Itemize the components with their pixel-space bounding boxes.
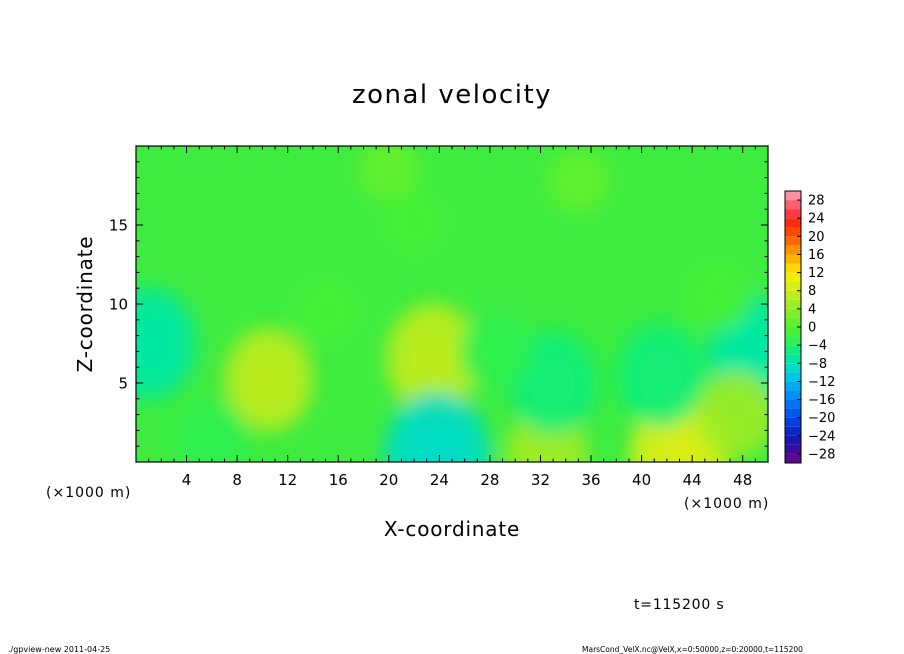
x-unit-right: (×1000 m) (684, 496, 769, 512)
y-tick-label: 10 (109, 296, 128, 314)
colorbar-tick-label: 20 (808, 230, 825, 245)
y-axis: 5 10 15 (109, 161, 768, 447)
colorbar-tick-label: −4 (808, 339, 827, 354)
field-min-10 (292, 277, 359, 347)
y-axis-label: Z-coordinate (73, 236, 97, 373)
field-max-14 (356, 146, 421, 202)
colorbar-tick-label: −16 (808, 393, 835, 408)
colorbar-swatch (785, 236, 801, 246)
colorbar-swatch (785, 372, 801, 382)
colorbar-tick-label: 24 (808, 212, 825, 227)
plot-area (135, 145, 769, 463)
x-tick-label: 28 (480, 471, 499, 489)
colorbar-swatch (785, 408, 801, 418)
colorbar-swatch (785, 399, 801, 409)
colorbar-swatch (785, 444, 801, 454)
colorbar-swatch (785, 435, 801, 445)
colorbar-swatch (785, 191, 801, 201)
x-tick-label: 32 (531, 471, 550, 489)
field-max-13 (697, 371, 768, 458)
colorbar-swatch (785, 317, 801, 327)
colorbar-tick-label: 8 (808, 284, 816, 299)
colorbar-swatch (785, 290, 801, 300)
field-core-3 (525, 431, 568, 462)
colorbar-swatch (785, 209, 801, 219)
field-min-11 (175, 399, 248, 462)
x-tick-label: 20 (379, 471, 398, 489)
colorbar-tick-label: −12 (808, 375, 835, 390)
colorbar-swatch (785, 363, 801, 373)
colorbar-swatch (785, 227, 801, 237)
field-core-7 (530, 357, 576, 409)
colorbar-swatch (785, 308, 801, 318)
colorbar-tick-label: −20 (808, 411, 835, 426)
field-min-16 (382, 189, 447, 254)
x-tick-label: 8 (232, 471, 242, 489)
field-core-5 (136, 315, 173, 372)
colorbar-tick-label: −24 (808, 429, 835, 444)
colorbar-tick-label: −8 (808, 357, 827, 372)
field-min-9 (460, 312, 533, 390)
colorbar-swatch (785, 200, 801, 210)
colorbar-swatch (785, 281, 801, 291)
colorbar-swatch (785, 381, 801, 391)
colorbar-swatch (785, 245, 801, 255)
colorbar-swatch (785, 254, 801, 264)
colorbar-swatch (785, 263, 801, 273)
field-core-0 (409, 331, 457, 388)
colorbar-swatch (785, 327, 801, 337)
colorbar-swatch (785, 390, 801, 400)
colorbar-tick-label: 12 (808, 266, 825, 281)
colorbar-swatch (785, 218, 801, 228)
field-core-1 (246, 353, 291, 406)
time-label: t=115200 s (634, 597, 724, 613)
field-min-12 (684, 261, 751, 331)
y-tick-label: 5 (118, 375, 128, 393)
colorbar-swatch (785, 417, 801, 427)
field-core-6 (731, 323, 768, 380)
colorbar-tick-label: −28 (808, 447, 835, 462)
x-tick-label: 16 (329, 471, 348, 489)
colorbar-tick-label: 28 (808, 194, 825, 209)
colorbar-swatch (785, 336, 801, 346)
x-tick-label: 36 (581, 471, 600, 489)
field-core-2 (654, 426, 705, 462)
colorbar-swatch (785, 345, 801, 355)
chart-title: zonal velocity (352, 80, 552, 110)
x-tick-label: 48 (733, 471, 752, 489)
colorbar-tick-label: 4 (808, 302, 816, 317)
x-tick-label: 40 (632, 471, 651, 489)
footer-left: ./gpview-new 2011-04-25 (8, 645, 110, 654)
x-tick-label: 4 (182, 471, 192, 489)
y-tick-label: 15 (109, 217, 128, 235)
field-core-8 (638, 349, 683, 402)
field-core-4 (410, 424, 464, 462)
colorbar-swatch (785, 299, 801, 309)
x-tick-label: 12 (278, 471, 297, 489)
field-max-15 (546, 148, 611, 213)
footer-right: MarsCond_VelX.nc@VelX,x=0:50000,z=0:2000… (582, 645, 803, 654)
colorbar-tick-label: 0 (808, 321, 816, 336)
colorbar-swatch (785, 354, 801, 364)
colorbar-swatch (785, 426, 801, 436)
x-tick-label: 24 (430, 471, 449, 489)
colorbar: 28 24 20 16 12 8 4 0 −4 −8 −12 −16 −20 −24 −28 (784, 190, 835, 464)
colorbar-tick-label: 16 (808, 248, 825, 263)
x-axis-label: X-coordinate (384, 517, 520, 541)
colorbar-swatch (785, 453, 801, 463)
x-axis: 4 8 12 16 20 24 28 32 36 40 44 48 (148, 146, 756, 489)
x-unit-left: (×1000 m) (46, 485, 131, 501)
colorbar-swatch (785, 272, 801, 282)
velocity-field (136, 146, 768, 462)
x-tick-label: 44 (683, 471, 702, 489)
